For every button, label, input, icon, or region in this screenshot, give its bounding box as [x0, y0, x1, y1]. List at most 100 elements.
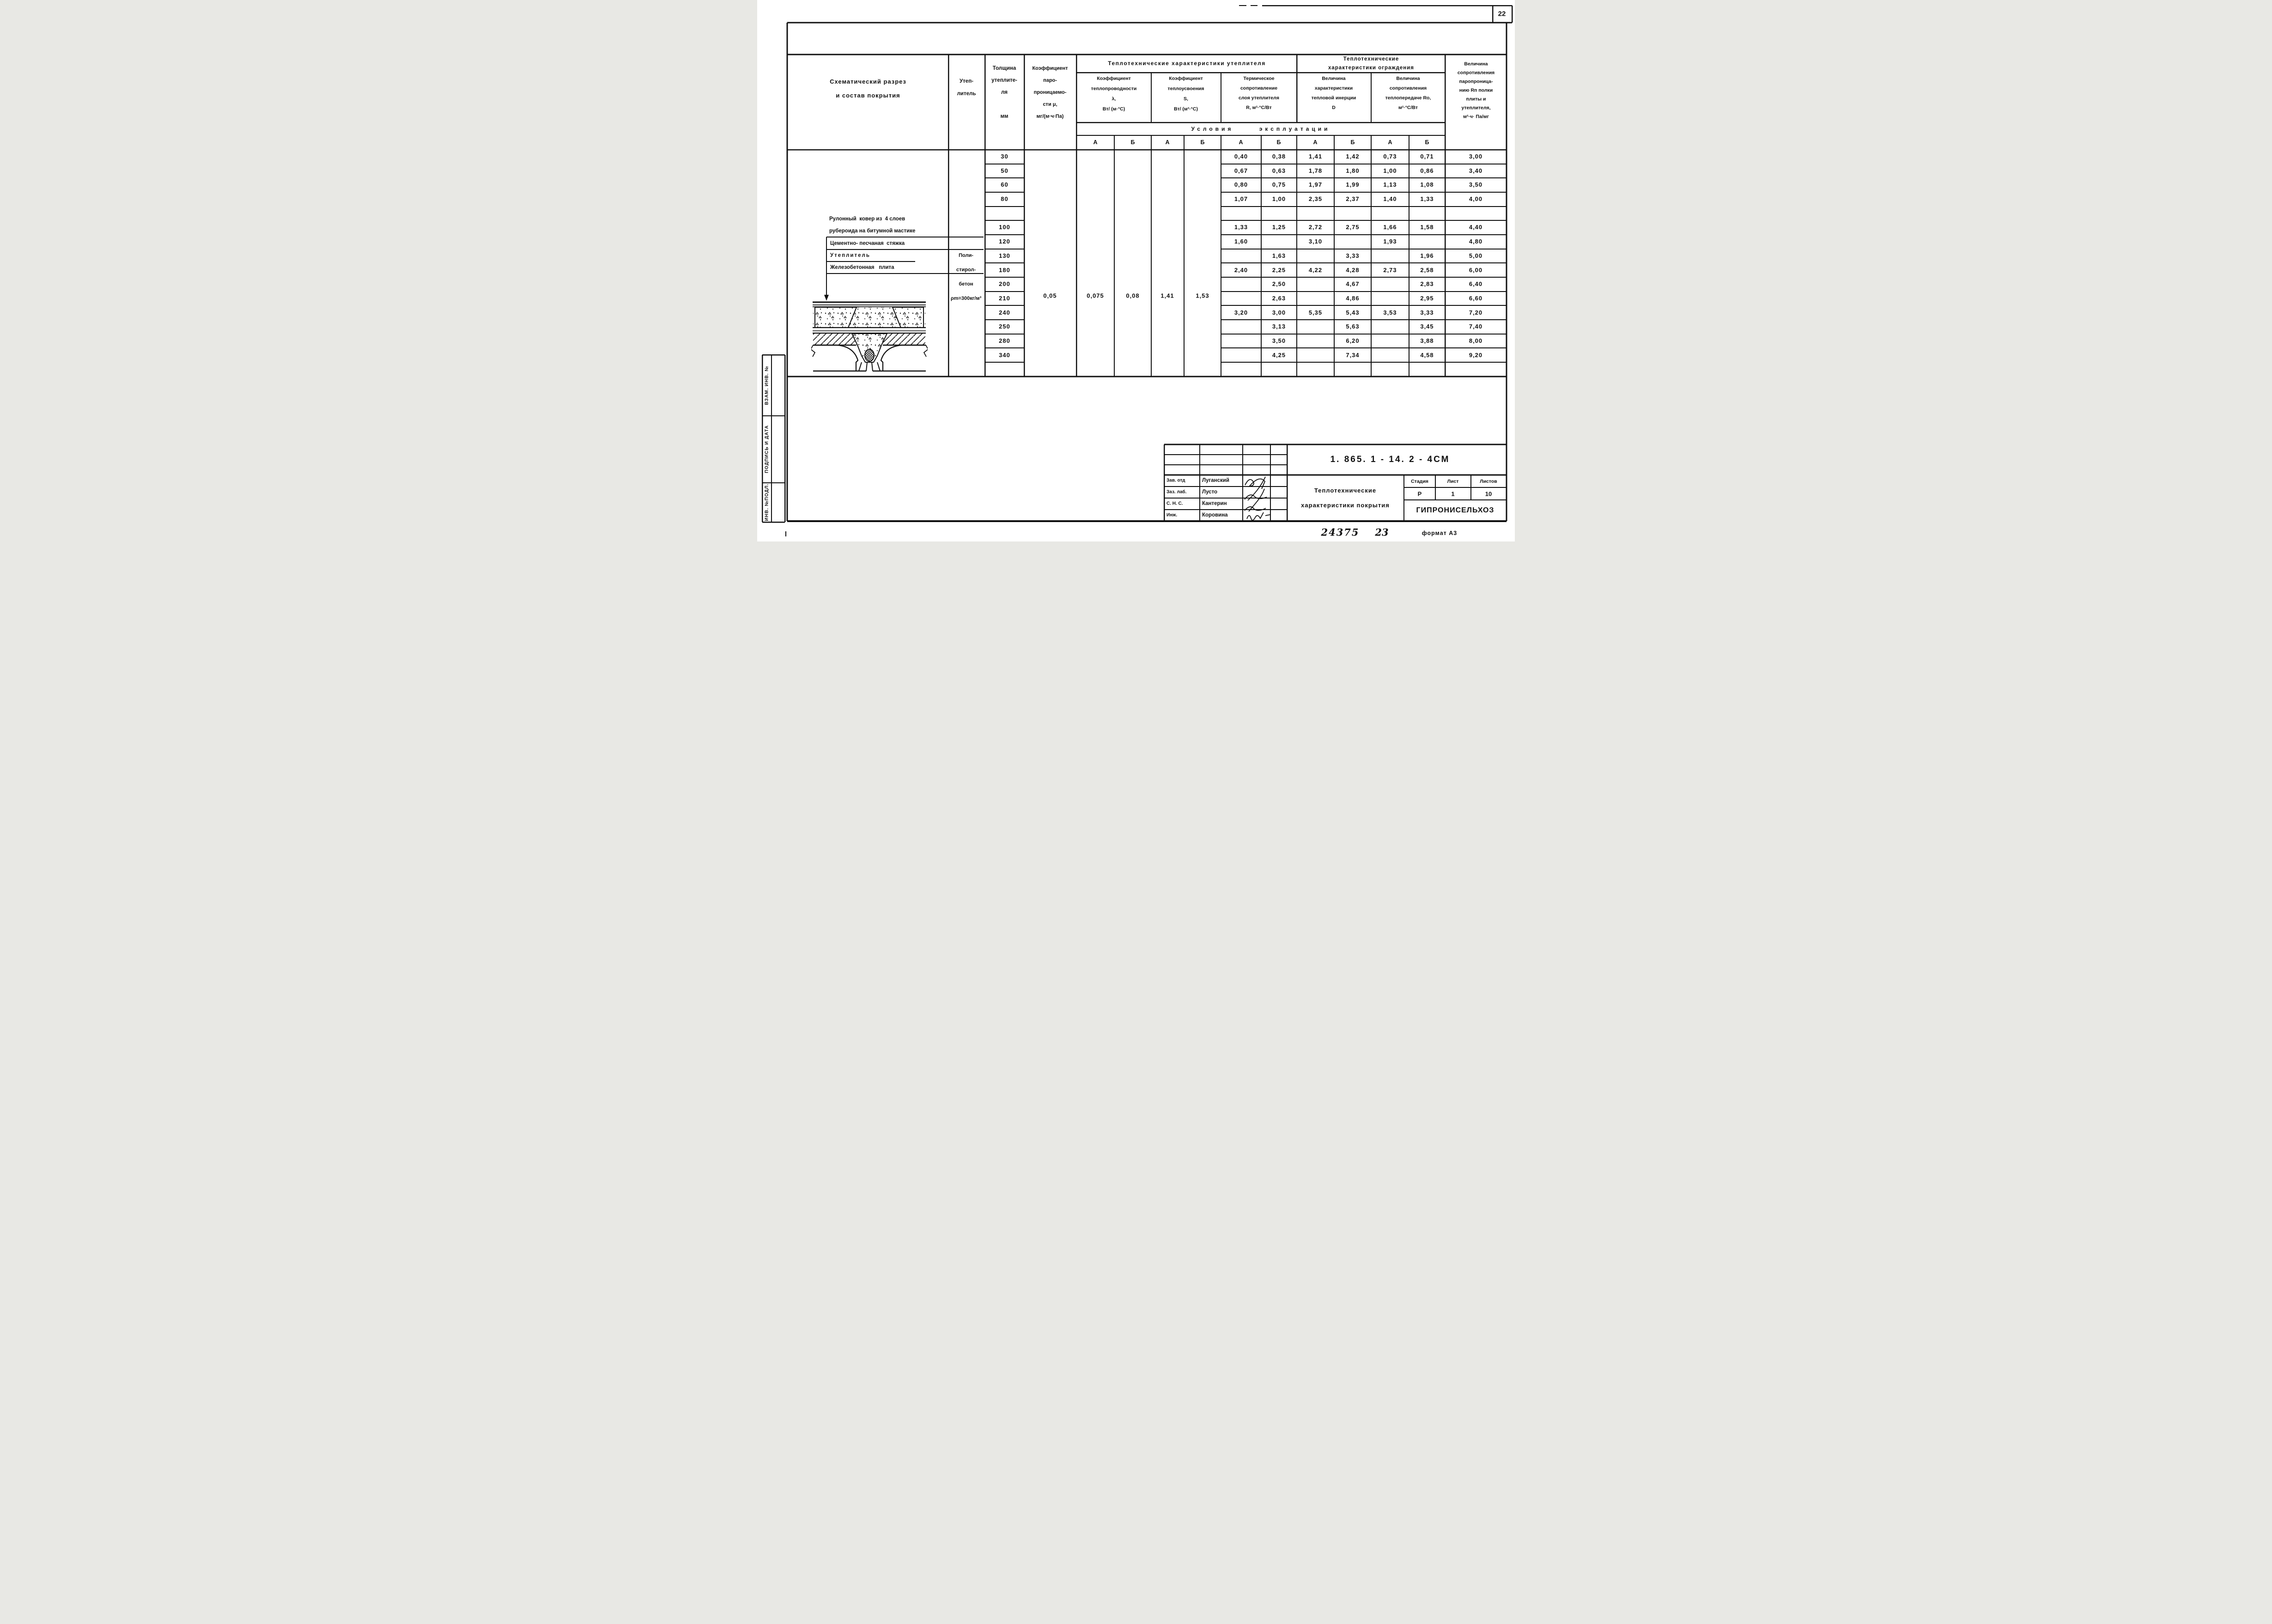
cell-ro-b: 3,45: [1420, 323, 1434, 330]
grid-lines: [761, 5, 1513, 536]
cell-ro-a: [1371, 249, 1409, 263]
cond-b-lambda: Б: [1130, 139, 1135, 146]
name-senior-researcher: Кантерин: [1202, 501, 1227, 506]
table-row: 60 0,80 0,75 1,97 1,99 1,13 1,08 3,50: [787, 178, 1507, 192]
role-dept-head: Зав. отд: [1166, 478, 1185, 483]
cell-ro-a: [1371, 320, 1409, 334]
cell-rp: 5,00: [1469, 252, 1483, 259]
cell-d-b: 4,86: [1346, 294, 1360, 302]
cond-a-ro: А: [1388, 139, 1392, 146]
value-s-a: 1,41: [1160, 292, 1174, 299]
cell-r-b: [1261, 362, 1297, 377]
label-insulation: Утеплитель: [830, 253, 870, 258]
cell-r-b: 0,75: [1272, 181, 1286, 189]
cell-r-a: [1221, 292, 1261, 306]
cell-d-b: 5,63: [1346, 323, 1360, 330]
cell-ro-b: 2,83: [1420, 280, 1434, 288]
cell-ro-b: 4,58: [1420, 351, 1434, 359]
cell-r-a: [1221, 207, 1261, 221]
cell-thickness: 120: [999, 238, 1010, 245]
value-lambda-a: 0,075: [1087, 292, 1104, 299]
cell-r-a: [1221, 362, 1261, 377]
cell-r-b: 3,50: [1272, 337, 1286, 344]
cell-r-b: 3,00: [1272, 309, 1286, 316]
cell-ro-b: [1409, 235, 1445, 249]
table-row: 340 4,25 7,34 4,58 9,20: [787, 348, 1507, 363]
cell-thickness: 80: [1001, 195, 1008, 203]
cell-ro-a: [1371, 362, 1409, 377]
cell-thickness: 180: [999, 266, 1010, 274]
cell-d-a: [1297, 292, 1334, 306]
role-lab-head: Заз. лаб.: [1166, 489, 1187, 495]
cell-thickness: [985, 207, 1024, 221]
cell-ro-a: [1371, 207, 1409, 221]
cell-thickness: 210: [999, 294, 1010, 302]
drawing-sheet: 22 Схематический разрез и состав покрыти…: [757, 0, 1515, 541]
value-lambda-b: 0,08: [1126, 292, 1140, 299]
cell-d-b: 2,37: [1346, 195, 1360, 203]
cell-thickness: [985, 362, 1024, 377]
cell-thickness: 250: [999, 323, 1010, 330]
cell-r-a: [1221, 320, 1261, 334]
cell-rp: 7,20: [1469, 309, 1483, 316]
cell-d-a: [1297, 320, 1334, 334]
cell-r-a: 0,80: [1234, 181, 1248, 189]
cell-r-a: 0,40: [1234, 153, 1248, 160]
cell-d-b: 2,75: [1346, 224, 1360, 231]
table-row: 210 2,63 4,86 2,95 6,60: [787, 292, 1507, 306]
cell-d-b: 1,80: [1346, 167, 1360, 174]
cell-ro-b: 1,08: [1420, 181, 1434, 189]
cell-r-b: 0,38: [1272, 153, 1286, 160]
cond-b-d: Б: [1350, 139, 1355, 146]
cell-ro-b: 3,88: [1420, 337, 1434, 344]
value-mu: 0,05: [1043, 292, 1057, 299]
cell-ro-b: 0,71: [1420, 153, 1434, 160]
cell-ro-a: 1,40: [1383, 195, 1397, 203]
cell-rp: 3,00: [1469, 153, 1483, 160]
cell-rp: 7,40: [1469, 323, 1483, 330]
side-stamp-inv-podl: ИНВ. №ПОДЛ.: [764, 483, 770, 521]
cell-rp: [1445, 362, 1507, 377]
col-header-schematic: Схематический разрез и состав покрытия: [830, 78, 906, 99]
cell-d-b: 3,33: [1346, 252, 1360, 259]
table-row: 30 0,40 0,38 1,41 1,42 0,73 0,71 3,00: [787, 150, 1507, 164]
cell-ro-a: 2,73: [1383, 266, 1397, 274]
table-row: [787, 207, 1507, 221]
col-header-heat-transfer-resistance: Величина сопротивления теплопередаче Rо,…: [1385, 76, 1431, 110]
role-senior-researcher: С. Н. С.: [1166, 501, 1183, 506]
cell-d-b: 6,20: [1346, 337, 1360, 344]
cell-thickness: 30: [1001, 153, 1008, 160]
footer-format: формат А3: [1422, 530, 1458, 536]
cell-thickness: 340: [999, 351, 1010, 359]
cond-b-ro: Б: [1425, 139, 1429, 146]
side-stamp-signature-date: ПОДПИСЬ И ДАТА: [764, 425, 770, 474]
cond-a-lambda: А: [1093, 139, 1098, 146]
name-lab-head: Лусто: [1202, 489, 1218, 495]
cell-d-a: [1297, 362, 1334, 377]
table-row: 100 1,33 1,25 2,72 2,75 1,66 1,58 4,40: [787, 220, 1507, 235]
cell-d-b: [1334, 207, 1371, 221]
cell-ro-b: 1,96: [1420, 252, 1434, 259]
cell-d-a: 1,41: [1308, 153, 1323, 160]
cell-r-a: [1221, 348, 1261, 363]
table-row: [787, 362, 1507, 377]
cell-thickness: 200: [999, 280, 1010, 288]
cell-r-b: 3,13: [1272, 323, 1286, 330]
table-row: 80 1,07 1,00 2,35 2,37 1,40 1,33 4,00: [787, 192, 1507, 207]
stage-value: Р: [1417, 490, 1422, 498]
document-code: 1. 865. 1 - 14. 2 - 4СМ: [1330, 455, 1450, 464]
cell-d-a: 4,22: [1308, 266, 1323, 274]
cell-rp: 9,20: [1469, 351, 1483, 359]
table-row: 120 1,60 3,10 1,93 4,80: [787, 235, 1507, 249]
cell-ro-b: 3,33: [1420, 309, 1434, 316]
cell-rp: 6,00: [1469, 266, 1483, 274]
col-header-insulation: Утеп- литель: [957, 79, 976, 97]
cell-thickness: 50: [1001, 167, 1008, 174]
cell-ro-b: [1409, 362, 1445, 377]
conditions-header: Условия эксплуатации: [1191, 126, 1330, 132]
cell-rp: 4,40: [1469, 224, 1483, 231]
cell-d-a: [1297, 348, 1334, 363]
cond-a-d: А: [1313, 139, 1318, 146]
label-slab: Железобетонная плита: [830, 265, 894, 270]
cell-r-b: 2,50: [1272, 280, 1286, 288]
